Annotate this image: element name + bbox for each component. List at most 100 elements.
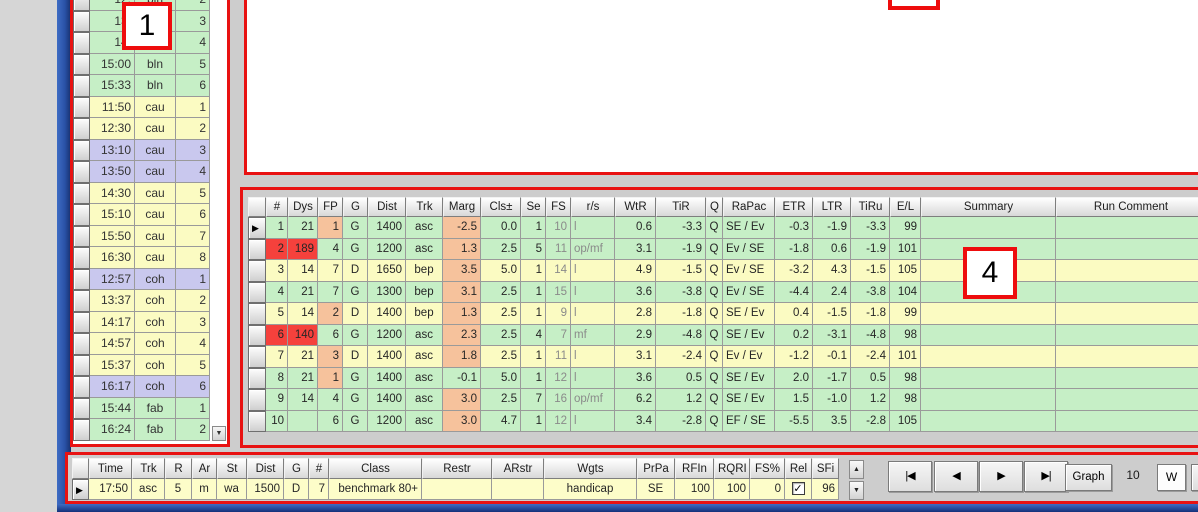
grid-cell[interactable]: 4	[318, 238, 343, 260]
previous-record-button[interactable]: ◀	[934, 461, 978, 492]
grid-cell[interactable]: 1500	[247, 479, 284, 500]
grid-cell[interactable]: 2.0	[775, 367, 813, 389]
grid-cell[interactable]: 3.6	[615, 367, 656, 389]
grid-cell[interactable]: 11	[546, 346, 571, 368]
row-selector[interactable]	[248, 238, 266, 260]
grid-cell[interactable]: 6	[176, 75, 210, 97]
grid-cell[interactable]: G	[343, 281, 368, 303]
grid-cell[interactable]: asc	[406, 217, 443, 239]
column-header-time[interactable]: Time	[89, 458, 132, 479]
column-header-g[interactable]: G	[284, 458, 309, 479]
grid-cell[interactable]: 15	[546, 281, 571, 303]
grid-cell[interactable]: D	[343, 303, 368, 325]
grid-cell[interactable]: EF / SE	[723, 410, 775, 432]
grid-cell[interactable]: 15:44	[90, 397, 135, 419]
grid-cell[interactable]: -3.8	[851, 281, 890, 303]
row-selector[interactable]	[73, 0, 90, 11]
grid-cell[interactable]	[921, 303, 1056, 325]
rel-checkbox[interactable]: ✓	[791, 482, 805, 495]
row-selector[interactable]	[248, 367, 266, 389]
grid-cell[interactable]: 5	[176, 53, 210, 75]
column-header-q[interactable]: Q	[706, 197, 723, 217]
grid-row[interactable]: 13:37 coh 2	[73, 290, 210, 312]
grid-cell[interactable]: 100	[675, 479, 714, 500]
grid-cell[interactable]: 1	[521, 346, 546, 368]
column-header-trk[interactable]: Trk	[406, 197, 443, 217]
grid-cell[interactable]: cau	[135, 182, 176, 204]
column-header-dys[interactable]: Dys	[288, 197, 318, 217]
grid-cell[interactable]: bep	[406, 281, 443, 303]
grid-cell[interactable]: cau	[135, 247, 176, 269]
grid-cell[interactable]: 16:24	[90, 419, 135, 441]
grid-cell[interactable]: 8	[176, 247, 210, 269]
grid-row[interactable]: 15:00 bln 5	[73, 53, 210, 75]
grid-cell[interactable]: 21	[288, 346, 318, 368]
grid-cell[interactable]	[921, 389, 1056, 411]
grid-cell[interactable]: 100	[714, 479, 750, 500]
grid-cell[interactable]: 1.8	[443, 346, 481, 368]
grid-cell[interactable]: 9	[266, 389, 288, 411]
grid-cell[interactable]: -1.0	[813, 389, 851, 411]
grid-cell[interactable]: 96	[812, 479, 839, 500]
grid-cell[interactable]	[1056, 367, 1198, 389]
row-selector[interactable]	[73, 311, 90, 333]
grid-cell[interactable]: 15:10	[90, 204, 135, 226]
grid-cell[interactable]: 4	[318, 389, 343, 411]
grid-cell[interactable]: 5	[165, 479, 192, 500]
column-header-wtr[interactable]: WtR	[615, 197, 656, 217]
grid-cell[interactable]: -1.8	[775, 238, 813, 260]
grid-cell[interactable]: 5	[176, 182, 210, 204]
grid-cell[interactable]: l	[571, 367, 615, 389]
grid-cell[interactable]: 0	[750, 479, 785, 500]
column-header-fs[interactable]: FS	[546, 197, 571, 217]
grid-cell[interactable]: 1400	[368, 389, 406, 411]
grid-cell[interactable]: 13:10	[90, 139, 135, 161]
grid-cell[interactable]: 1400	[368, 217, 406, 239]
grid-cell[interactable]: 105	[890, 260, 921, 282]
grid-cell[interactable]: cau	[135, 139, 176, 161]
row-selector[interactable]	[73, 419, 90, 441]
grid-cell[interactable]: 16:17	[90, 376, 135, 398]
grid-cell[interactable]: 2.4	[813, 281, 851, 303]
grid-cell[interactable]: 1	[266, 217, 288, 239]
grid-cell[interactable]: -0.1	[813, 346, 851, 368]
grid-cell[interactable]: 1400	[368, 303, 406, 325]
grid-cell[interactable]: -1.9	[851, 238, 890, 260]
grid-cell[interactable]: -1.8	[656, 303, 706, 325]
grid-cell[interactable]: 4	[176, 32, 210, 54]
grid-cell[interactable]: 1200	[368, 410, 406, 432]
grid-cell[interactable]: 5.0	[481, 367, 521, 389]
grid-cell[interactable]: asc	[406, 324, 443, 346]
w-button[interactable]: W	[1157, 464, 1186, 491]
grid-cell[interactable]: 3	[318, 346, 343, 368]
grid-cell[interactable]: l	[571, 346, 615, 368]
grid-cell[interactable]: 0.0	[481, 217, 521, 239]
grid-cell[interactable]: cau	[135, 225, 176, 247]
grid-cell[interactable]	[921, 410, 1056, 432]
grid-row[interactable]: 16:24 fab 2	[73, 419, 210, 441]
column-header-e-l[interactable]: E/L	[890, 197, 921, 217]
grid-cell[interactable]: 2.9	[615, 324, 656, 346]
grid-cell[interactable]: 2.8	[615, 303, 656, 325]
grid-cell[interactable]: D	[284, 479, 309, 500]
grid-cell[interactable]: -1.9	[813, 217, 851, 239]
grid-cell[interactable]: 10	[546, 217, 571, 239]
grid-cell[interactable]: 16	[546, 389, 571, 411]
grid-cell[interactable]: G	[343, 217, 368, 239]
row-selector[interactable]	[73, 182, 90, 204]
grid-cell[interactable]: Q	[706, 367, 723, 389]
column-header-fp[interactable]: FP	[318, 197, 343, 217]
grid-cell[interactable]: 1	[521, 410, 546, 432]
column-header--[interactable]: #	[309, 458, 329, 479]
grid-cell[interactable]	[492, 479, 544, 500]
grid-cell[interactable]: 3.0	[443, 410, 481, 432]
grid-cell[interactable]: 3	[266, 260, 288, 282]
grid-cell[interactable]: 1	[318, 367, 343, 389]
grid-row[interactable]: 10 6 G 1200 asc 3.0 4.7 1 12 l 3.4 -2.8 Q EF / SE -5.5…	[248, 410, 1198, 432]
grid-cell[interactable]: 1	[521, 367, 546, 389]
grid-cell[interactable]: Ev / SE	[723, 238, 775, 260]
grid-cell[interactable]: 3	[176, 311, 210, 333]
last-record-button[interactable]: ▶|	[1024, 461, 1068, 492]
grid-row[interactable]: ▶ 1 21 1 G 1400 asc -2.5 0.0 1 10 l 0.6 -3.3 Q SE / Ev -…	[248, 217, 1198, 239]
column-header-dist[interactable]: Dist	[368, 197, 406, 217]
